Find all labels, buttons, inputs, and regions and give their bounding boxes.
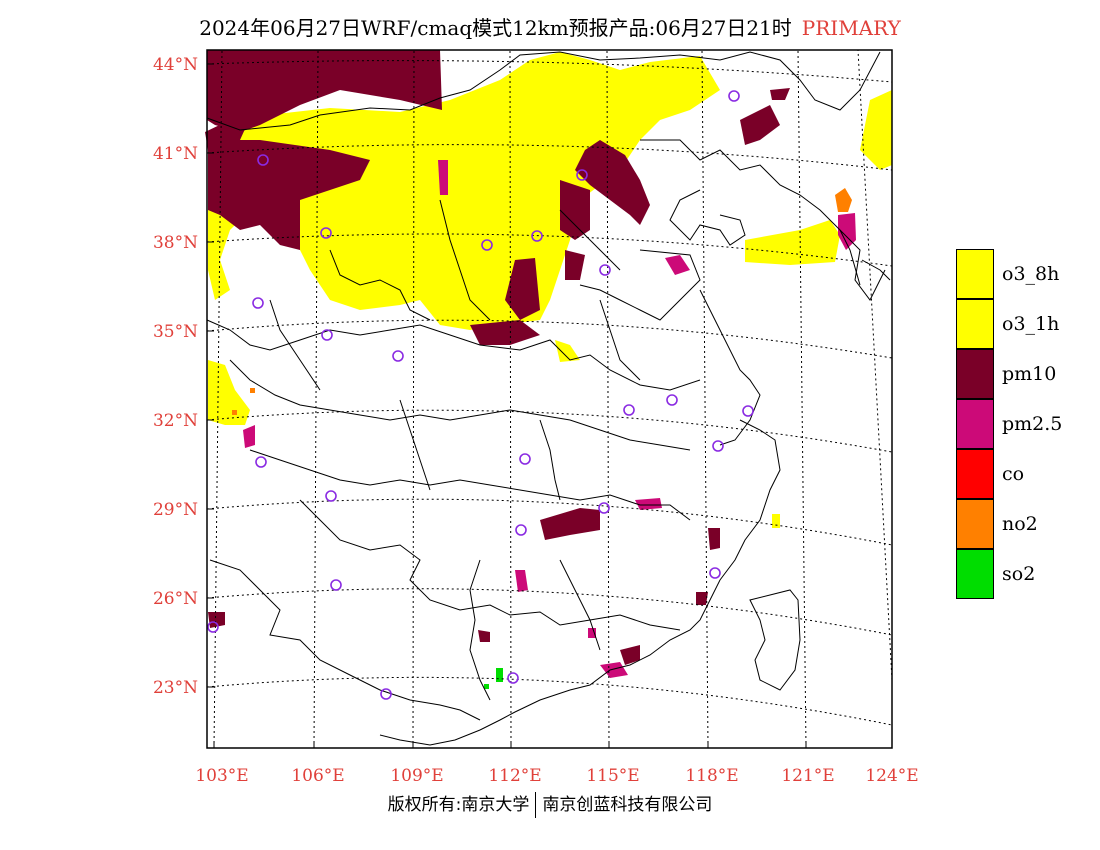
legend-label: o3_1h <box>1002 313 1060 335</box>
lon-label: 121°E <box>781 766 834 786</box>
station-circle <box>599 264 611 276</box>
lon-label: 124°E <box>865 766 918 786</box>
lat-label: 32°N <box>153 411 198 431</box>
map-plot-area <box>205 49 893 749</box>
legend-swatch <box>956 399 994 449</box>
station-circle <box>321 329 333 341</box>
legend-label: co <box>1002 463 1025 485</box>
no2-field <box>232 188 852 415</box>
lon-label: 106°E <box>291 766 344 786</box>
legend-label: pm2.5 <box>1002 413 1063 435</box>
lat-label: 38°N <box>153 233 198 253</box>
latitude-labels: 44°N 41°N 38°N 35°N 32°N 29°N 26°N 23°N <box>153 55 198 698</box>
legend-swatch <box>956 249 994 299</box>
title-main: 2024年06月27日WRF/cmaq模式12km预报产品:06月27日21时 <box>199 16 792 40</box>
station-circle <box>380 688 392 700</box>
copyright-line: 版权所有:南京大学 南京创蓝科技有限公司 <box>0 790 1100 818</box>
station-circle <box>598 502 610 514</box>
lat-label: 23°N <box>153 678 198 698</box>
legend-swatch <box>956 299 994 349</box>
lat-label: 41°N <box>153 144 198 164</box>
station-circle <box>623 404 635 416</box>
longitude-labels: 103°E 106°E 109°E 112°E 115°E 118°E 121°… <box>195 766 918 786</box>
legend-swatch <box>956 549 994 599</box>
pm25-field <box>243 160 856 678</box>
station-circle <box>709 567 721 579</box>
station-circle <box>507 672 519 684</box>
axis-ticks <box>207 63 893 748</box>
station-markers <box>207 90 754 700</box>
lat-label: 29°N <box>153 500 198 520</box>
station-circle <box>515 524 527 536</box>
station-circle <box>330 579 342 591</box>
legend-swatch <box>956 449 994 499</box>
station-circle <box>320 227 332 239</box>
title-primary-tag: PRIMARY <box>801 16 901 40</box>
station-circle <box>257 154 269 166</box>
province-boundaries <box>206 51 891 746</box>
lon-label: 103°E <box>195 766 248 786</box>
legend-label: so2 <box>1002 563 1036 585</box>
station-circle <box>255 456 267 468</box>
legend-swatch <box>956 349 994 399</box>
so2-field <box>484 668 503 689</box>
station-circle <box>481 239 493 251</box>
copyright-right: 南京创蓝科技有限公司 <box>542 795 713 815</box>
pm10-field <box>205 50 790 665</box>
lon-label: 112°E <box>488 766 541 786</box>
station-circle <box>252 297 264 309</box>
o3-field <box>208 52 892 528</box>
lat-label: 35°N <box>153 322 198 342</box>
legend-label: no2 <box>1002 513 1038 535</box>
station-circle <box>666 394 678 406</box>
station-circle <box>712 440 724 452</box>
lon-label: 118°E <box>685 766 738 786</box>
lon-label: 109°E <box>390 766 443 786</box>
map-title: 2024年06月27日WRF/cmaq模式12km预报产品:06月27日21时 P… <box>0 12 1100 41</box>
lat-label: 44°N <box>153 55 198 75</box>
copyright-separator <box>535 792 537 818</box>
legend-swatch <box>956 499 994 549</box>
lat-label: 26°N <box>153 589 198 609</box>
station-circle <box>742 405 754 417</box>
station-circle <box>325 490 337 502</box>
lon-label: 115°E <box>586 766 639 786</box>
legend-label: o3_8h <box>1002 263 1060 285</box>
copyright-left: 版权所有:南京大学 <box>387 795 530 815</box>
station-circle <box>519 453 531 465</box>
legend-label: pm10 <box>1002 363 1057 385</box>
station-circle <box>728 90 740 102</box>
station-circle <box>576 169 588 181</box>
station-circle <box>392 350 404 362</box>
station-circle <box>531 230 543 242</box>
station-circle <box>207 621 219 633</box>
